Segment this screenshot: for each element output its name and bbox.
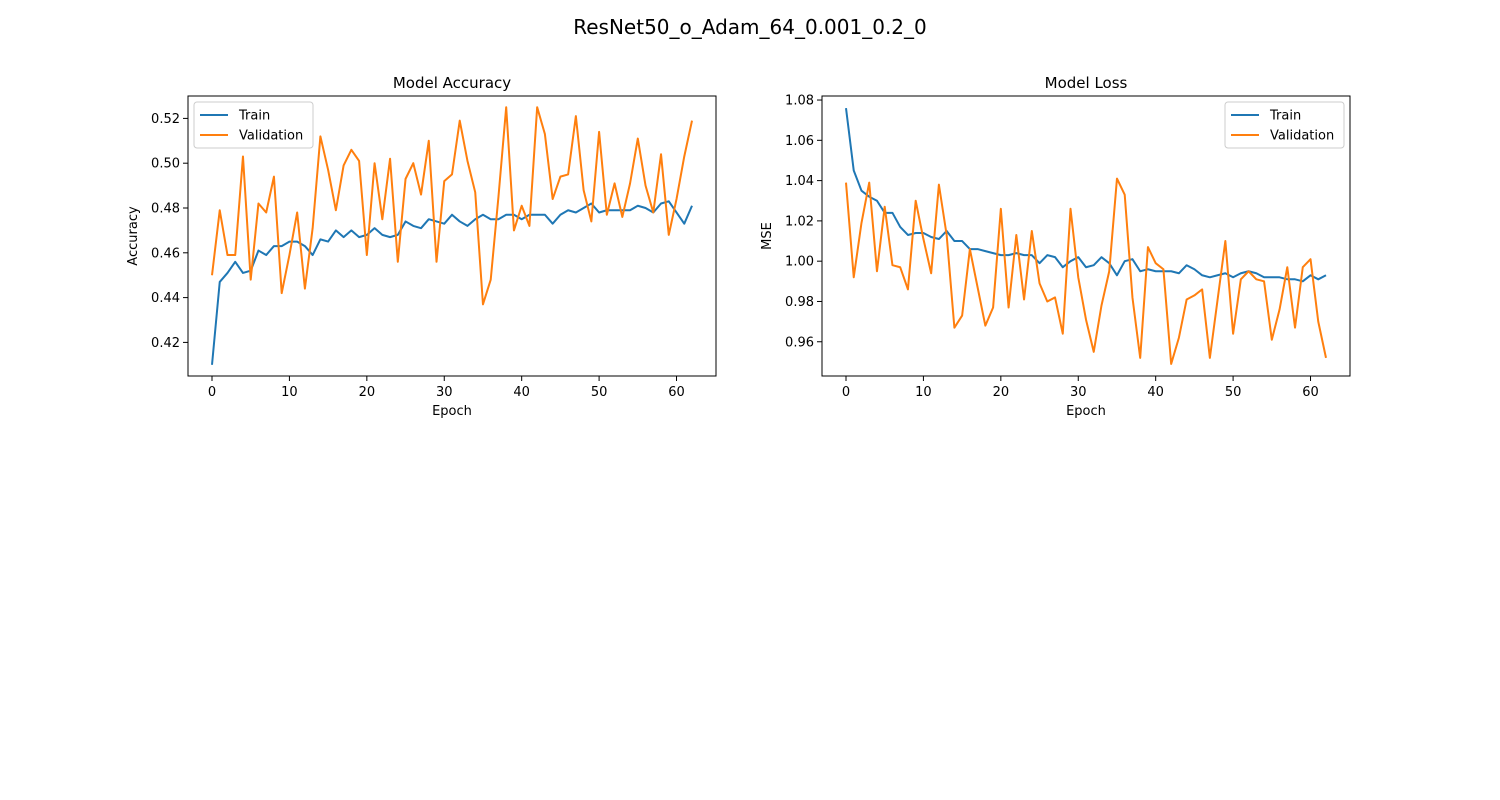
chart-1-legend-label-validation: Validation bbox=[239, 129, 303, 144]
chart-2-x-axis-label: Epoch bbox=[1066, 404, 1106, 419]
chart-2-legend-box bbox=[1224, 101, 1345, 149]
chart-1-legend: Train Validation bbox=[193, 101, 314, 149]
chart-1-axes-frame bbox=[187, 95, 717, 377]
chart-2-x-tick-label: 10 bbox=[915, 385, 932, 400]
chart-1-y-axis-label: Accuracy bbox=[126, 206, 141, 266]
chart-1-x-tick-label: 0 bbox=[208, 385, 216, 400]
chart-2-y-tick-label: 0.98 bbox=[785, 295, 814, 310]
figure-title: ResNet50_o_Adam_64_0.001_0.2_0 bbox=[573, 15, 927, 39]
chart-2-y-tick-label: 1.00 bbox=[785, 255, 814, 270]
chart-1-x-tick-label: 50 bbox=[591, 385, 608, 400]
chart-1-legend-box bbox=[193, 101, 314, 149]
chart-2-x-tick-label: 60 bbox=[1302, 385, 1319, 400]
chart-1-series-validation-line bbox=[211, 106, 693, 306]
chart-1-x-axis-label: Epoch bbox=[432, 404, 472, 419]
chart-1-x-tick-label: 60 bbox=[668, 385, 685, 400]
chart-1-x-tick-label: 20 bbox=[359, 385, 376, 400]
chart-2-x-tick-label: 40 bbox=[1147, 385, 1164, 400]
chart-1-y-tick-label: 0.46 bbox=[151, 246, 180, 261]
chart-2-series-validation-line bbox=[845, 177, 1327, 365]
chart-2-legend-label-validation: Validation bbox=[1270, 129, 1334, 144]
chart-2-y-tick-label: 1.02 bbox=[785, 214, 814, 229]
chart-1-x-tick-label: 30 bbox=[436, 385, 453, 400]
chart-2-x-tick-label: 20 bbox=[993, 385, 1010, 400]
chart-1-y-tick-label: 0.48 bbox=[151, 202, 180, 217]
accuracy-axes: Model Accuracy 0 10 20 30 40 50 60 0.42 0.44 0.46 0… bbox=[126, 74, 717, 419]
chart-2-axes-frame bbox=[821, 95, 1351, 377]
chart-1-title: Model Accuracy bbox=[393, 74, 511, 92]
chart-1-legend-label-train: Train bbox=[238, 109, 270, 124]
chart-2-x-tick-label: 50 bbox=[1225, 385, 1242, 400]
chart-1-x-tick-label: 40 bbox=[513, 385, 530, 400]
chart-2-y-tick-label: 1.08 bbox=[785, 94, 814, 109]
chart-2-legend: Train Validation bbox=[1224, 101, 1345, 149]
chart-1-y-tick-label: 0.44 bbox=[151, 291, 180, 306]
chart-2-y-tick-label: 0.96 bbox=[785, 335, 814, 350]
loss-axes: Model Loss 0 10 20 30 40 50 60 0.96 0.98 1.00 1.02 1… bbox=[760, 74, 1351, 419]
chart-2-x-tick-label: 30 bbox=[1070, 385, 1087, 400]
chart-2-y-tick-label: 1.06 bbox=[785, 134, 814, 149]
chart-1-y-tick-label: 0.52 bbox=[151, 112, 180, 127]
chart-1-y-tick-label: 0.42 bbox=[151, 336, 180, 351]
chart-1-x-tick-label: 10 bbox=[281, 385, 298, 400]
chart-1-y-tick-label: 0.50 bbox=[151, 157, 180, 172]
chart-2-y-axis-label: MSE bbox=[760, 222, 775, 250]
chart-2-title: Model Loss bbox=[1045, 74, 1128, 92]
chart-2-series-train-line bbox=[845, 107, 1327, 283]
chart-2-legend-label-train: Train bbox=[1269, 109, 1301, 124]
chart-2-x-tick-label: 0 bbox=[842, 385, 850, 400]
chart-2-y-tick-label: 1.04 bbox=[785, 174, 814, 189]
